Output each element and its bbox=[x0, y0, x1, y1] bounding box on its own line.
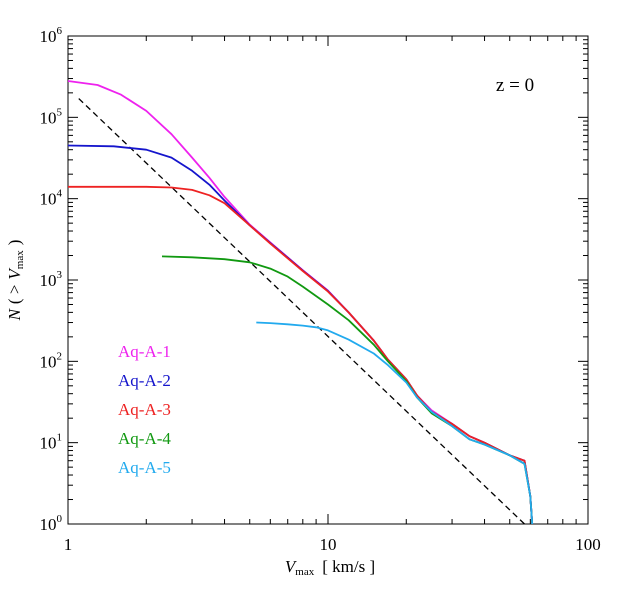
y-tick-label-base: 10 bbox=[40, 515, 57, 534]
y-axis-label-open: ( > bbox=[5, 285, 24, 305]
y-tick-label-exp: 6 bbox=[57, 25, 63, 37]
legend-entry-aq-a-2: Aq-A-2 bbox=[118, 371, 171, 390]
legend-entry-aq-a-4: Aq-A-4 bbox=[118, 429, 171, 448]
x-tick-label: 100 bbox=[575, 535, 601, 554]
y-tick-label-base: 10 bbox=[40, 108, 57, 127]
y-tick-label: 105 bbox=[40, 106, 63, 127]
plot-frame bbox=[67, 35, 589, 525]
y-tick-label: 101 bbox=[40, 432, 63, 453]
y-tick-label-base: 10 bbox=[40, 27, 57, 46]
y-tick-label-exp: 0 bbox=[57, 513, 63, 525]
x-axis-label-units: [ km/s ] bbox=[322, 557, 375, 576]
x-tick-label: 10 bbox=[320, 535, 337, 554]
reference-dashed-line bbox=[78, 98, 525, 525]
x-axis-label-var: V bbox=[285, 557, 298, 576]
x-axis-label-sub: max bbox=[295, 566, 314, 578]
x-tick-label: 1 bbox=[64, 535, 73, 554]
y-tick-label-exp: 2 bbox=[57, 350, 63, 362]
y-tick-label: 106 bbox=[40, 25, 63, 46]
y-tick-label-exp: 1 bbox=[57, 432, 63, 444]
series-line-aq-a-4 bbox=[161, 255, 534, 525]
y-tick-label-exp: 5 bbox=[57, 106, 63, 118]
y-axis-label-var: V bbox=[5, 267, 24, 280]
y-tick-label-base: 10 bbox=[40, 271, 57, 290]
y-tick-label-exp: 3 bbox=[57, 269, 63, 281]
y-tick-label-base: 10 bbox=[40, 190, 57, 209]
x-axis-label: Vmax [ km/s ] bbox=[285, 557, 375, 578]
legend-entry-aq-a-5: Aq-A-5 bbox=[118, 458, 171, 477]
series-layer bbox=[67, 80, 534, 525]
annotation-redshift: z = 0 bbox=[496, 75, 534, 96]
y-tick-label-base: 10 bbox=[40, 352, 57, 371]
y-tick-label: 103 bbox=[40, 269, 63, 290]
y-axis-label-sub: max bbox=[14, 250, 26, 269]
legend-entry-aq-a-1: Aq-A-1 bbox=[118, 342, 171, 361]
axis-ticks bbox=[67, 36, 588, 525]
y-tick-label-base: 10 bbox=[40, 434, 57, 453]
series-line-aq-a-3 bbox=[68, 185, 534, 525]
legend: Aq-A-1 Aq-A-2 Aq-A-3 Aq-A-4 Aq-A-5 bbox=[118, 342, 171, 477]
y-tick-label: 104 bbox=[40, 188, 63, 209]
y-tick-label: 102 bbox=[40, 350, 63, 371]
legend-entry-aq-a-3: Aq-A-3 bbox=[118, 400, 171, 419]
y-axis-label-pre: N bbox=[5, 307, 24, 321]
y-tick-label: 100 bbox=[40, 513, 63, 534]
y-axis-label-close: ) bbox=[5, 240, 24, 246]
y-tick-label-exp: 4 bbox=[57, 188, 63, 200]
series-line-aq-a-5 bbox=[256, 321, 534, 525]
y-axis-label: N ( > Vmax) bbox=[5, 240, 26, 322]
